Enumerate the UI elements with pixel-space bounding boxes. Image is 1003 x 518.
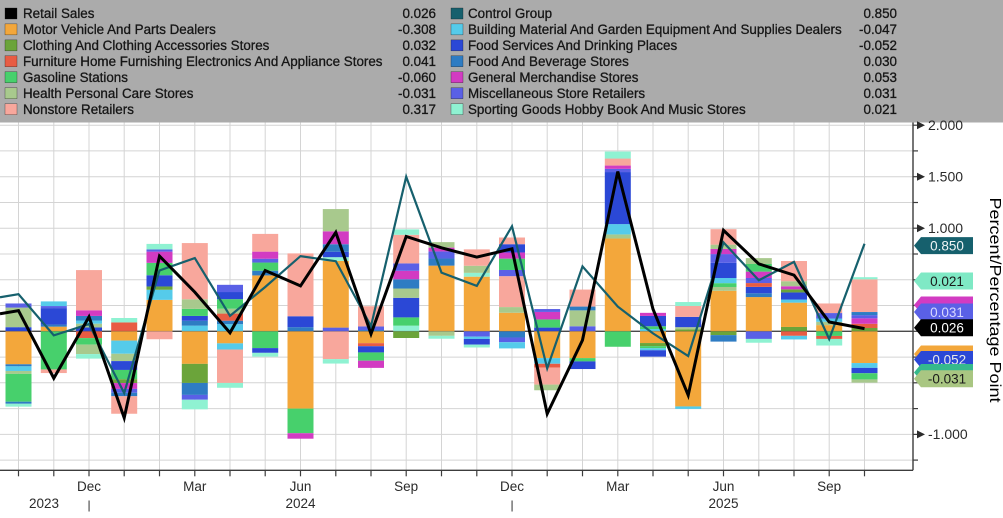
svg-text:Gasoline Stations: Gasoline Stations [23,70,128,85]
svg-text:Miscellaneous Store Retailers: Miscellaneous Store Retailers [468,86,645,101]
svg-text:-1.000: -1.000 [928,426,968,442]
svg-text:Food Services And Drinking Pla: Food Services And Drinking Places [468,38,677,53]
svg-text:0.317: 0.317 [402,102,436,117]
svg-text:Dec: Dec [77,479,101,494]
svg-text:Dec: Dec [500,479,524,494]
svg-text:0.053: 0.053 [863,70,897,85]
svg-text:0.031: 0.031 [930,305,964,320]
svg-text:0.031: 0.031 [863,86,897,101]
svg-text:Motor Vehicle And Parts Dealer: Motor Vehicle And Parts Dealers [23,22,216,37]
svg-text:2.000: 2.000 [928,117,963,133]
svg-text:-0.060: -0.060 [398,70,436,85]
svg-text:-0.052: -0.052 [859,38,897,53]
svg-text:Food And Beverage Stores: Food And Beverage Stores [468,54,629,69]
svg-text:Jun: Jun [290,479,312,494]
svg-text:0.021: 0.021 [930,274,964,289]
svg-text:Percent/Percentage Point: Percent/Percentage Point [986,198,1003,404]
svg-text:Sep: Sep [817,479,841,494]
svg-text:Sep: Sep [394,479,418,494]
svg-text:2025: 2025 [708,496,738,511]
svg-text:0.021: 0.021 [863,102,897,117]
svg-text:General Merchandise Stores: General Merchandise Stores [468,70,639,85]
svg-text:0.041: 0.041 [402,54,436,69]
svg-text:0.026: 0.026 [930,321,964,336]
svg-text:-0.052: -0.052 [928,352,966,367]
svg-text:0.032: 0.032 [402,38,436,53]
svg-text:-0.308: -0.308 [398,22,436,37]
svg-text:Control Group: Control Group [468,6,552,21]
svg-text:-0.031: -0.031 [398,86,436,101]
svg-text:Furniture Home Furnishing Elec: Furniture Home Furnishing Electronics An… [23,54,383,69]
svg-text:2023: 2023 [29,496,59,511]
svg-text:0.026: 0.026 [402,6,436,21]
svg-text:-0.047: -0.047 [859,22,897,37]
svg-text:Jun: Jun [713,479,735,494]
svg-text:Nonstore Retailers: Nonstore Retailers [23,102,134,117]
svg-text:2024: 2024 [285,496,316,511]
svg-text:|: | [87,498,90,512]
svg-text:Clothing And Clothing Accessor: Clothing And Clothing Accessories Stores [23,38,270,53]
svg-text:1.500: 1.500 [928,169,963,185]
svg-text:Mar: Mar [183,479,207,494]
svg-text:-0.031: -0.031 [928,372,966,387]
svg-text:Sporting Goods Hobby Book And: Sporting Goods Hobby Book And Music Stor… [468,102,746,117]
svg-text:0.850: 0.850 [863,6,897,21]
svg-text:Building Material And Garden E: Building Material And Garden Equipment A… [468,22,842,37]
svg-text:0.850: 0.850 [930,238,964,253]
svg-text:|: | [510,498,513,512]
svg-text:Mar: Mar [606,479,630,494]
svg-text:Health Personal Care Stores: Health Personal Care Stores [23,86,194,101]
svg-text:0.030: 0.030 [863,54,897,69]
svg-text:Retail Sales: Retail Sales [23,6,95,21]
svg-text:1.000: 1.000 [928,220,963,236]
